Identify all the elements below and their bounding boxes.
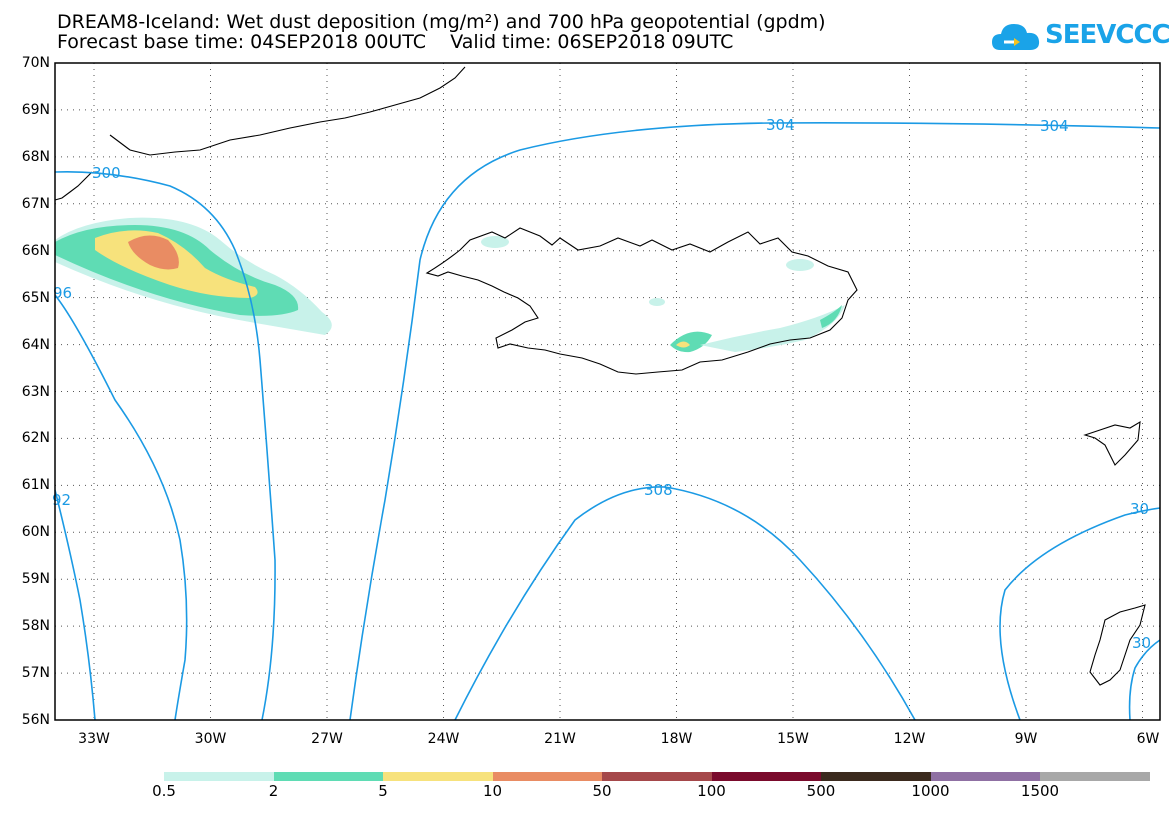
deposition-patch-east xyxy=(700,305,845,352)
contour-label: 30 xyxy=(1130,500,1149,518)
contour-label: 308 xyxy=(644,481,673,499)
lon-label: 12W xyxy=(893,731,926,747)
geopotential-contours xyxy=(54,122,1161,721)
cloud-icon xyxy=(992,24,1040,50)
deposition-band-10 xyxy=(128,235,179,270)
legend-swatch xyxy=(821,772,931,781)
lat-label: 60N xyxy=(21,524,50,541)
legend-label: 10 xyxy=(482,782,503,800)
lat-label: 58N xyxy=(21,618,50,635)
contour-label: 304 xyxy=(766,116,795,134)
legend-swatch xyxy=(273,772,384,781)
scotland-coastline xyxy=(1089,604,1146,686)
greenland-coastline-north xyxy=(109,66,466,156)
lat-label: 57N xyxy=(21,665,50,682)
deposition-patch-east-inner xyxy=(820,305,842,328)
coastlines xyxy=(54,66,1146,686)
lon-label: 18W xyxy=(660,731,693,747)
legend-label: 50 xyxy=(592,782,612,800)
forecast-times: Forecast base time: 04SEP2018 00UTC Vali… xyxy=(57,31,734,53)
legend-swatch xyxy=(164,772,274,781)
legend-label: 0.5 xyxy=(152,782,176,800)
contour-308 xyxy=(454,486,916,721)
contour-310-southeast xyxy=(1128,639,1161,721)
deposition-patch-iceland-south xyxy=(670,331,712,353)
lat-label: 62N xyxy=(21,430,50,447)
contour-label: 304 xyxy=(1040,117,1069,135)
legend-swatch xyxy=(711,772,822,781)
deposition-patch-iceland-south-inner xyxy=(676,341,690,348)
lat-label: 65N xyxy=(21,289,50,306)
faroe-islands xyxy=(1083,420,1141,466)
lat-label: 64N xyxy=(21,336,50,353)
lon-label: 15W xyxy=(777,731,809,747)
lon-label: 30W xyxy=(194,731,227,747)
lon-label: 6W xyxy=(1136,731,1160,747)
legend-swatch xyxy=(602,772,712,781)
lat-label: 66N xyxy=(21,242,50,259)
contour-label: 92 xyxy=(52,491,71,509)
legend-label: 100 xyxy=(697,782,726,800)
lat-label: 61N xyxy=(21,477,50,494)
legend-label: 2 xyxy=(268,782,279,800)
lat-label: 63N xyxy=(21,383,50,400)
legend-label: 500 xyxy=(806,782,836,800)
logo-text: SEEVCCC xyxy=(1045,20,1171,50)
map-frame xyxy=(54,62,1161,721)
lat-label: 59N xyxy=(21,571,50,588)
dust-deposition-shading xyxy=(55,217,845,353)
legend-swatch xyxy=(930,772,1041,781)
contour-300 xyxy=(54,170,276,721)
contour-labels: 300 96 92 304 304 308 30 30 xyxy=(52,116,1151,652)
seevccc-logo: SEEVCCC xyxy=(990,18,1171,58)
lon-label: 24W xyxy=(427,731,460,747)
iceland-coastline xyxy=(425,227,858,375)
lat-label: 69N xyxy=(21,101,50,118)
deposition-patch-northeast xyxy=(786,259,814,271)
legend-swatch xyxy=(1040,772,1150,781)
legend-label: 1500 xyxy=(1020,782,1060,800)
contour-292 xyxy=(54,489,96,721)
lon-label: 27W xyxy=(311,731,343,747)
contour-label: 300 xyxy=(92,164,121,182)
deposition-patch-west xyxy=(481,236,509,248)
lat-label: 68N xyxy=(21,148,50,165)
lon-label: 21W xyxy=(544,731,576,747)
lon-label: 9W xyxy=(1014,731,1038,747)
contour-label: 30 xyxy=(1132,634,1151,652)
lon-label: 33W xyxy=(78,731,110,747)
graticule xyxy=(55,63,1160,720)
lat-label: 56N xyxy=(21,712,50,728)
contour-296 xyxy=(54,294,188,721)
legend-swatch xyxy=(492,772,603,781)
legend-label: 5 xyxy=(378,782,388,800)
legend-swatch xyxy=(383,772,493,781)
lat-label: 67N xyxy=(21,195,50,212)
lat-label: 70N xyxy=(21,55,50,71)
greenland-coastline-west xyxy=(54,171,93,201)
legend-label: 1000 xyxy=(911,782,950,800)
contour-308-east xyxy=(999,507,1161,721)
deposition-patch-center xyxy=(649,298,665,306)
contour-label: 96 xyxy=(53,284,72,302)
contour-304 xyxy=(349,122,1161,721)
map-title: DREAM8-Iceland: Wet dust deposition (mg/… xyxy=(57,11,826,33)
